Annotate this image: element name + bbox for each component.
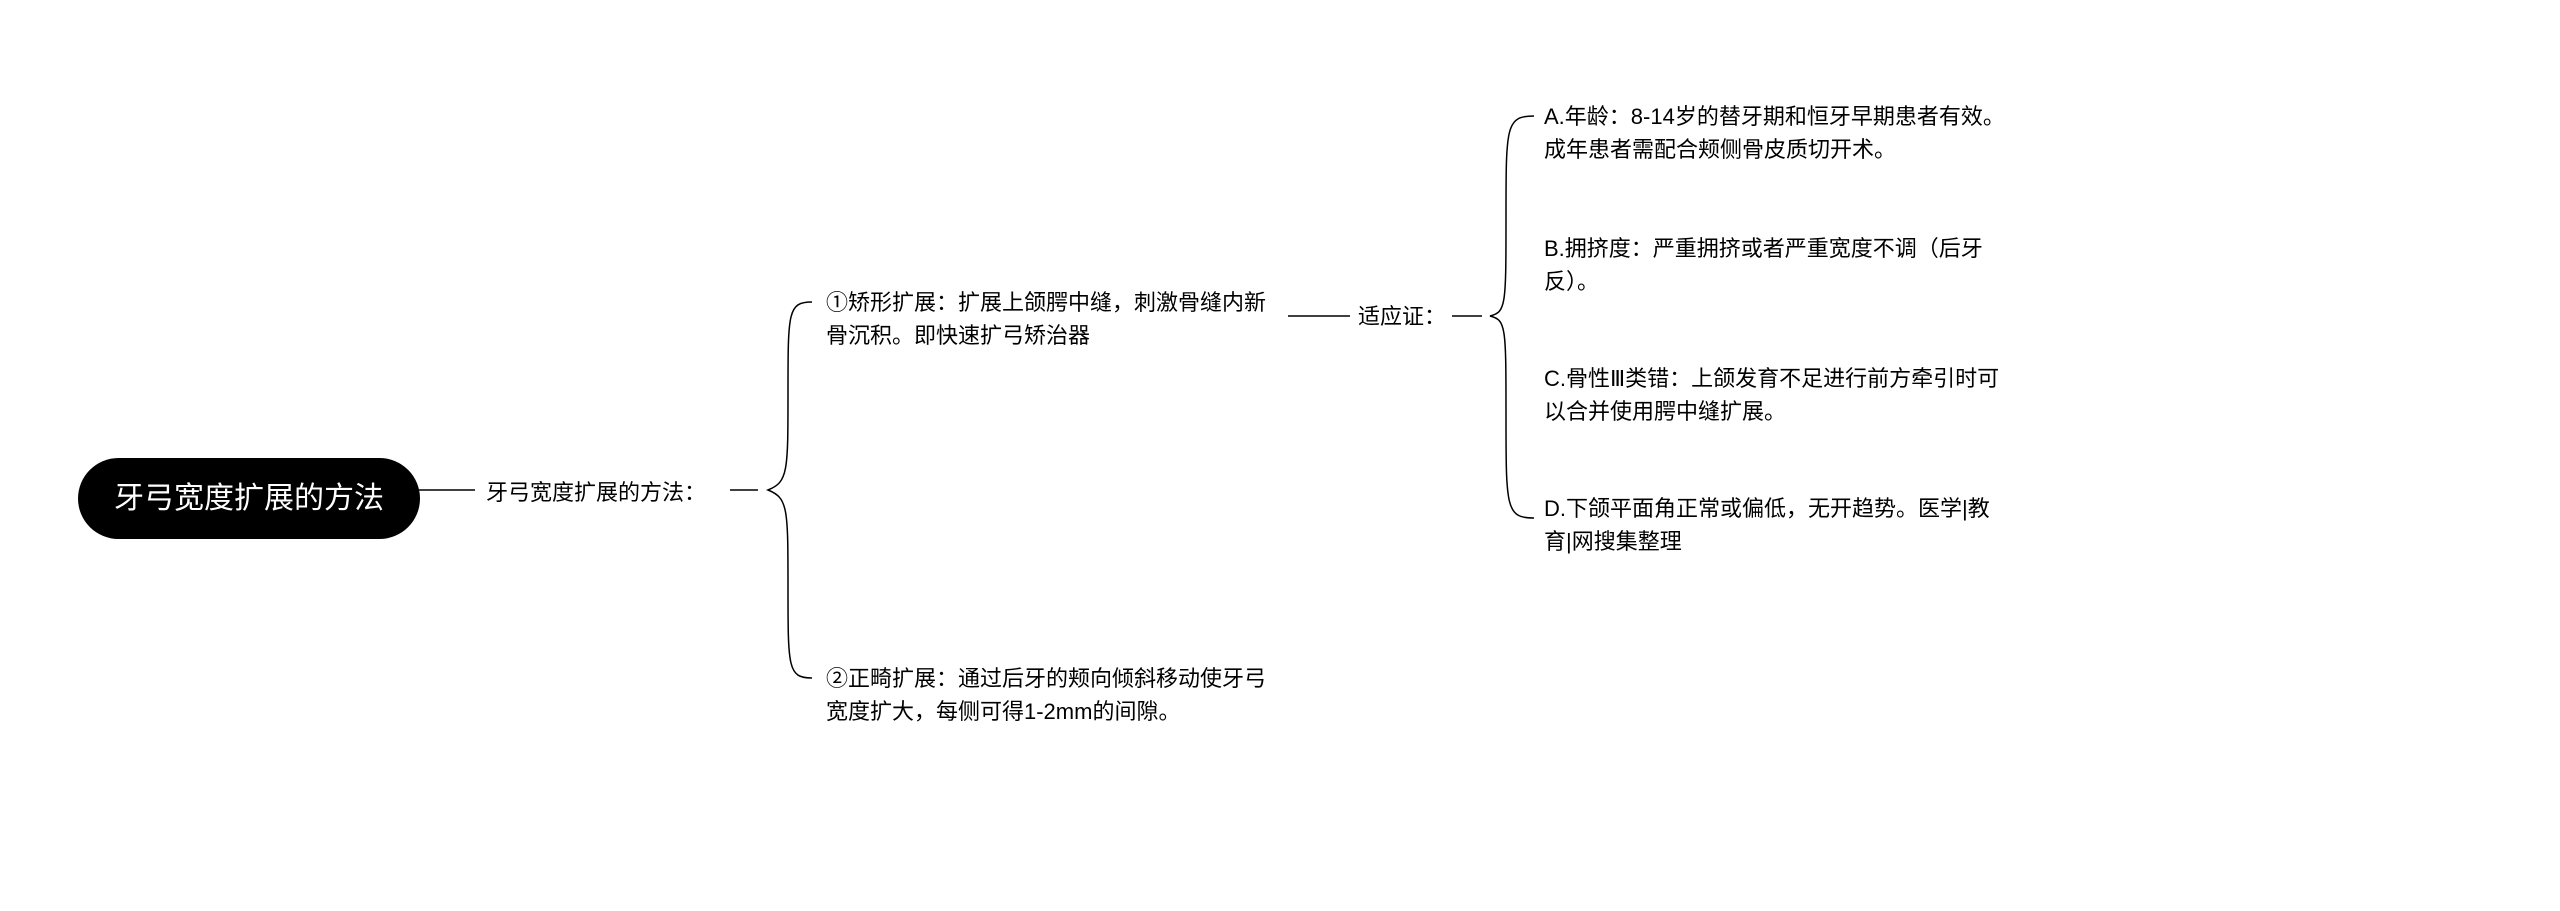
level1-text: 牙弓宽度扩展的方法： xyxy=(486,480,706,505)
indication-d-text: D.下颌平面角正常或偏低，无开趋势。医学|教育|网搜集整理 xyxy=(1544,496,1990,554)
indication-a-text: A.年龄：8-14岁的替牙期和恒牙早期患者有效。成年患者需配合颊侧骨皮质切开术。 xyxy=(1544,104,2005,162)
root-node[interactable]: 牙弓宽度扩展的方法 xyxy=(78,458,420,539)
indications-label[interactable]: 适应证： xyxy=(1358,300,1446,333)
indication-d[interactable]: D.下颌平面角正常或偏低，无开趋势。医学|教育|网搜集整理 xyxy=(1544,492,2014,558)
method-2-text: ②正畸扩展：通过后牙的颊向倾斜移动使牙弓宽度扩大，每侧可得1-2mm的间隙。 xyxy=(826,666,1266,724)
connector-lines-2 xyxy=(0,0,2560,911)
indication-b[interactable]: B.拥挤度：严重拥挤或者严重宽度不调（后牙反）。 xyxy=(1544,232,2014,298)
indication-c-text: C.骨性Ⅲ类错：上颌发育不足进行前方牵引时可以合并使用腭中缝扩展。 xyxy=(1544,366,1999,424)
mindmap-container: 牙弓宽度扩展的方法 牙弓宽度扩展的方法： ①矫形扩展：扩展上颌腭中缝，刺激骨缝内… xyxy=(0,0,2560,911)
indication-a[interactable]: A.年龄：8-14岁的替牙期和恒牙早期患者有效。成年患者需配合颊侧骨皮质切开术。 xyxy=(1544,100,2014,166)
indications-text: 适应证： xyxy=(1358,304,1446,329)
indication-c[interactable]: C.骨性Ⅲ类错：上颌发育不足进行前方牵引时可以合并使用腭中缝扩展。 xyxy=(1544,362,2014,428)
method-2[interactable]: ②正畸扩展：通过后牙的颊向倾斜移动使牙弓宽度扩大，每侧可得1-2mm的间隙。 xyxy=(826,662,1286,728)
indication-b-text: B.拥挤度：严重拥挤或者严重宽度不调（后牙反）。 xyxy=(1544,236,1983,294)
method-1-text: ①矫形扩展：扩展上颌腭中缝，刺激骨缝内新骨沉积。即快速扩弓矫治器 xyxy=(826,290,1266,348)
level1-label[interactable]: 牙弓宽度扩展的方法： xyxy=(486,476,706,509)
root-title: 牙弓宽度扩展的方法 xyxy=(114,482,384,515)
method-1[interactable]: ①矫形扩展：扩展上颌腭中缝，刺激骨缝内新骨沉积。即快速扩弓矫治器 xyxy=(826,286,1286,352)
